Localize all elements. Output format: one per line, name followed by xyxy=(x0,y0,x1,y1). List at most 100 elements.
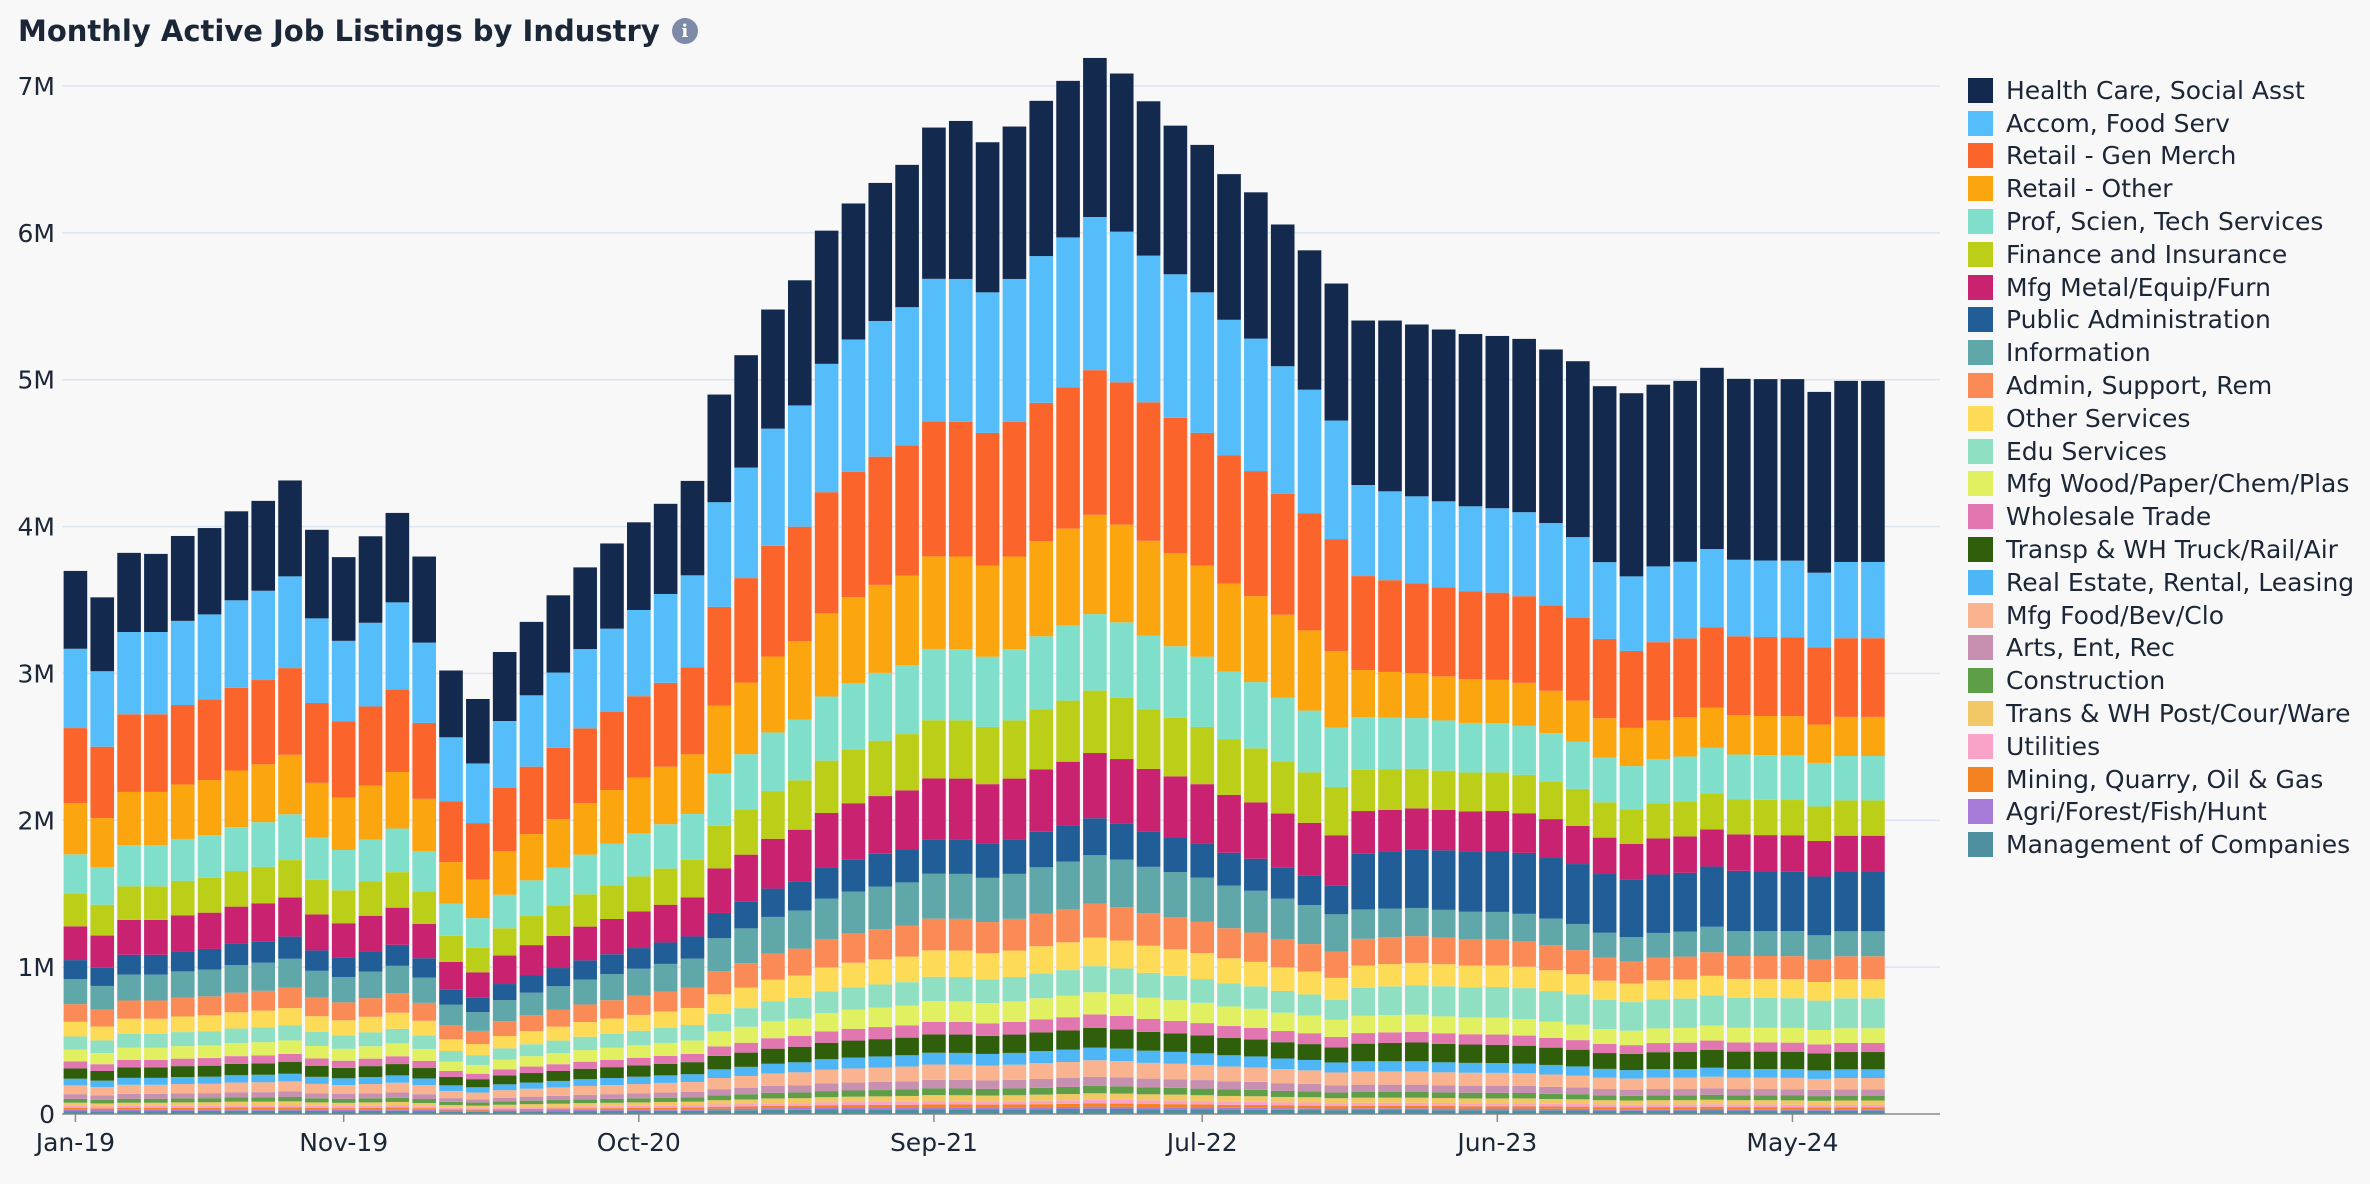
bar-segment[interactable] xyxy=(707,938,732,972)
bar-segment[interactable] xyxy=(761,1103,785,1106)
bar-segment[interactable] xyxy=(1431,1016,1456,1034)
bar-segment[interactable] xyxy=(1297,389,1322,514)
bar-segment[interactable] xyxy=(197,699,222,781)
legend-item[interactable]: Mfg Wood/Paper/Chem/Plas xyxy=(1968,468,2354,501)
bar-segment[interactable] xyxy=(144,1105,168,1108)
bar-segment[interactable] xyxy=(1109,382,1134,525)
bar-segment[interactable] xyxy=(1566,1024,1590,1041)
bar-segment[interactable] xyxy=(787,1036,812,1047)
bar-segment[interactable] xyxy=(1163,776,1188,838)
bar-segment[interactable] xyxy=(251,590,276,681)
bar-segment[interactable] xyxy=(385,1082,410,1093)
bar-segment[interactable] xyxy=(1834,1110,1858,1114)
bar-segment[interactable] xyxy=(1512,852,1536,914)
bar-segment[interactable] xyxy=(492,1000,517,1022)
bar-segment[interactable] xyxy=(1244,1039,1268,1057)
bar-segment[interactable] xyxy=(1458,965,1483,988)
bar-segment[interactable] xyxy=(975,922,1000,954)
bar-segment[interactable] xyxy=(761,1038,785,1049)
bar-segment[interactable] xyxy=(197,1065,222,1077)
bar-segment[interactable] xyxy=(546,1080,571,1088)
bar-segment[interactable] xyxy=(385,1097,410,1102)
bar-segment[interactable] xyxy=(922,778,946,840)
bar-segment[interactable] xyxy=(895,1037,919,1056)
bar-segment[interactable] xyxy=(144,1102,168,1106)
bar-segment[interactable] xyxy=(197,1045,222,1059)
bar-segment[interactable] xyxy=(1431,770,1456,811)
bar-segment[interactable] xyxy=(1002,1021,1027,1035)
bar-segment[interactable] xyxy=(224,687,249,771)
bar-segment[interactable] xyxy=(1834,1069,1858,1079)
bar-segment[interactable] xyxy=(278,958,302,988)
bar-segment[interactable] xyxy=(546,1087,571,1096)
bar-segment[interactable] xyxy=(627,1084,651,1094)
bar-segment[interactable] xyxy=(1270,813,1295,868)
bar-segment[interactable] xyxy=(358,951,383,972)
bar-segment[interactable] xyxy=(975,979,1000,1004)
bar-segment[interactable] xyxy=(63,1102,88,1106)
bar-segment[interactable] xyxy=(787,1072,812,1086)
bar-segment[interactable] xyxy=(1351,1097,1375,1103)
bar-segment[interactable] xyxy=(1378,851,1402,909)
bar-segment[interactable] xyxy=(1539,1108,1563,1111)
bar-segment[interactable] xyxy=(412,1002,436,1021)
bar-segment[interactable] xyxy=(680,1109,705,1111)
bar-segment[interactable] xyxy=(305,1016,329,1032)
bar-segment[interactable] xyxy=(412,1094,436,1100)
bar-segment[interactable] xyxy=(1324,977,1349,1000)
bar-segment[interactable] xyxy=(1780,1109,1805,1111)
bar-segment[interactable] xyxy=(1002,976,1027,1002)
bar-segment[interactable] xyxy=(1056,995,1080,1018)
bar-segment[interactable] xyxy=(895,1109,919,1114)
bar-stack[interactable] xyxy=(1244,192,1268,1114)
bar-segment[interactable] xyxy=(1726,834,1751,871)
bar-segment[interactable] xyxy=(546,1040,571,1054)
bar-segment[interactable] xyxy=(1485,911,1510,940)
bar-segment[interactable] xyxy=(680,575,705,668)
bar-segment[interactable] xyxy=(117,1077,141,1085)
bar-segment[interactable] xyxy=(224,1028,249,1044)
bar-segment[interactable] xyxy=(1592,1068,1617,1078)
bar-segment[interactable] xyxy=(680,859,705,898)
bar-segment[interactable] xyxy=(1861,1100,1885,1105)
bar-segment[interactable] xyxy=(1029,1063,1054,1079)
bar-segment[interactable] xyxy=(680,1053,705,1063)
bar-segment[interactable] xyxy=(653,824,678,869)
bar-segment[interactable] xyxy=(170,1066,195,1077)
bar-stack[interactable] xyxy=(358,536,383,1114)
bar-segment[interactable] xyxy=(1807,1096,1832,1101)
bar-segment[interactable] xyxy=(1002,950,1027,977)
bar-segment[interactable] xyxy=(922,1104,946,1108)
bar-segment[interactable] xyxy=(1592,837,1617,875)
bar-segment[interactable] xyxy=(305,950,329,971)
bar-segment[interactable] xyxy=(1807,1078,1832,1090)
bar-segment[interactable] xyxy=(573,1106,597,1109)
bar-segment[interactable] xyxy=(1002,1095,1027,1102)
bar-segment[interactable] xyxy=(1002,778,1027,840)
bar-segment[interactable] xyxy=(1700,1088,1724,1095)
bar-segment[interactable] xyxy=(1351,769,1375,812)
bar-segment[interactable] xyxy=(412,1048,436,1061)
bar-segment[interactable] xyxy=(278,1091,302,1097)
bar-segment[interactable] xyxy=(1297,1083,1322,1092)
bar-segment[interactable] xyxy=(1378,1042,1402,1062)
bar-segment[interactable] xyxy=(948,1104,973,1108)
bar-segment[interactable] xyxy=(1029,1107,1054,1110)
bar-segment[interactable] xyxy=(1029,831,1054,868)
bar-segment[interactable] xyxy=(1592,874,1617,933)
bar-segment[interactable] xyxy=(1700,1099,1724,1105)
bar-segment[interactable] xyxy=(117,714,141,792)
bar-segment[interactable] xyxy=(1002,1109,1027,1114)
bar-segment[interactable] xyxy=(1217,794,1241,853)
bar-segment[interactable] xyxy=(1378,1108,1402,1111)
bar-segment[interactable] xyxy=(680,1062,705,1075)
bar-segment[interactable] xyxy=(895,1005,919,1026)
bar-segment[interactable] xyxy=(841,1028,866,1041)
bar-segment[interactable] xyxy=(1405,1102,1429,1106)
bar-segment[interactable] xyxy=(519,992,544,1016)
bar-segment[interactable] xyxy=(1566,361,1590,538)
bar-segment[interactable] xyxy=(305,1065,329,1077)
bar-segment[interactable] xyxy=(1673,956,1697,980)
bar-segment[interactable] xyxy=(305,1105,329,1108)
bar-segment[interactable] xyxy=(1726,997,1751,1028)
